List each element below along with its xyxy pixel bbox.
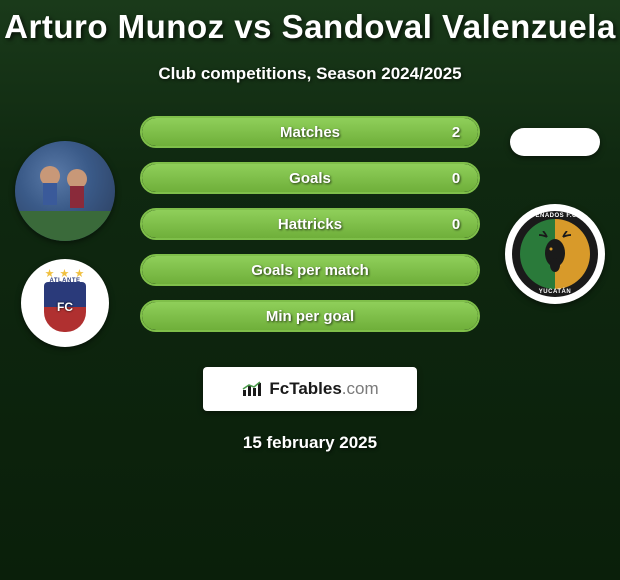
stat-right-value: 0 bbox=[434, 210, 478, 238]
deer-icon bbox=[537, 231, 573, 277]
stat-label: Hattricks bbox=[142, 216, 478, 233]
date-label: 15 february 2025 bbox=[0, 433, 620, 453]
right-player-photo bbox=[510, 128, 600, 156]
brand-strong: FcTables bbox=[269, 379, 341, 398]
left-player-column: ★ ★ ★ ATLANTE FC bbox=[10, 116, 120, 347]
venados-logo-icon: VENADOS F.C. YUCATÁN bbox=[512, 211, 598, 297]
main-row: ★ ★ ★ ATLANTE FC Matches2Goals0Hattricks… bbox=[0, 116, 620, 347]
shield-icon: ATLANTE FC bbox=[44, 282, 86, 332]
stat-pill: Matches2 bbox=[140, 116, 480, 148]
comparison-widget: Arturo Munoz vs Sandoval Valenzuela Club… bbox=[0, 0, 620, 453]
stat-pill: Min per goal bbox=[140, 300, 480, 332]
brand-name: FcTables.com bbox=[269, 379, 378, 399]
club-text-top: VENADOS F.C. bbox=[512, 213, 598, 219]
brand-light: .com bbox=[342, 379, 379, 398]
stat-right-value: 0 bbox=[434, 164, 478, 192]
stat-pill: Hattricks0 bbox=[140, 208, 480, 240]
stat-label: Goals bbox=[142, 170, 478, 187]
brand-badge[interactable]: FcTables.com bbox=[203, 367, 417, 411]
player-silhouette-icon bbox=[15, 141, 115, 241]
stat-pill: Goals0 bbox=[140, 162, 480, 194]
stats-column: Matches2Goals0Hattricks0Goals per matchM… bbox=[140, 116, 480, 332]
season-subtitle: Club competitions, Season 2024/2025 bbox=[0, 64, 620, 84]
page-title: Arturo Munoz vs Sandoval Valenzuela bbox=[0, 8, 620, 46]
right-club-badge: VENADOS F.C. YUCATÁN bbox=[505, 204, 605, 304]
stat-right-value: 2 bbox=[434, 118, 478, 146]
stat-label: Matches bbox=[142, 124, 478, 141]
left-club-badge: ★ ★ ★ ATLANTE FC bbox=[21, 259, 109, 347]
stat-pill: Goals per match bbox=[140, 254, 480, 286]
club-name-label: ATLANTE bbox=[39, 278, 91, 284]
bar-chart-icon bbox=[241, 380, 263, 398]
club-text-bottom: YUCATÁN bbox=[512, 289, 598, 295]
right-player-column: VENADOS F.C. YUCATÁN bbox=[500, 116, 610, 304]
fc-label: FC bbox=[57, 300, 73, 314]
stat-label: Goals per match bbox=[142, 262, 478, 279]
stat-label: Min per goal bbox=[142, 308, 478, 325]
left-player-photo bbox=[15, 141, 115, 241]
